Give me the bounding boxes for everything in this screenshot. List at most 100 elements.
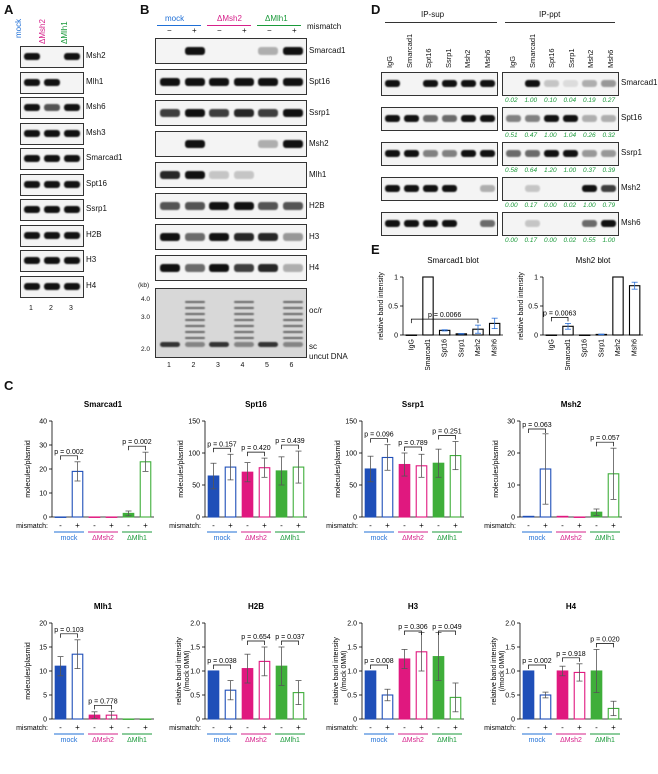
gel-size-tick: 3.0	[141, 314, 151, 321]
significance-bracket	[404, 446, 422, 451]
y-tick-label: 0	[353, 515, 357, 522]
quant-value: 0.47	[524, 132, 538, 139]
p-value: p = 0.0063	[543, 310, 576, 317]
y-axis-label: molecules/plasmid	[25, 642, 32, 700]
blot-band	[282, 109, 303, 117]
chart-title: Msh2 blot	[576, 256, 611, 265]
group-label-ip-sup: IP-sup	[421, 10, 445, 19]
genotype-label: ΔMlh1	[437, 535, 457, 542]
quant-value: 0.10	[544, 97, 557, 104]
p-value: p = 0.918	[556, 651, 585, 658]
blot-band	[44, 155, 60, 162]
gel-ladder-band	[233, 319, 254, 321]
genotype-label: mock	[214, 535, 231, 542]
quant-value: 0.37	[583, 167, 596, 174]
y-tick-label: 1.0	[505, 669, 515, 676]
mismatch-sign: +	[75, 521, 80, 530]
blot-band	[160, 171, 180, 179]
blot-band	[544, 150, 559, 157]
quant-value: 0.02	[563, 237, 577, 244]
genotype-label: ΔMlh1	[595, 737, 615, 744]
bar	[522, 515, 535, 518]
p-value: p = 0.306	[398, 624, 427, 631]
y-tick-label: 0	[394, 333, 398, 340]
genotype-label: ΔMsh2	[402, 535, 424, 542]
blot-band	[563, 115, 578, 122]
mismatch-sign: +	[262, 521, 267, 530]
significance-bracket	[550, 317, 569, 322]
lane-label: Smarcad1	[527, 33, 537, 68]
mismatch-sign: +	[109, 521, 114, 530]
quant-value: 1.04	[563, 132, 577, 139]
panel-c-letter: C	[4, 378, 14, 393]
gel-ladder-band	[233, 307, 254, 309]
x-category-label: Spt16	[442, 339, 449, 357]
mismatch-sign: -	[280, 521, 283, 530]
blot-row-label: H3	[309, 232, 320, 241]
genotype-label: mock	[61, 737, 78, 744]
western-blot-strip	[20, 71, 84, 94]
bar	[522, 670, 535, 720]
mismatch-sign: +	[75, 723, 80, 732]
blot-band	[24, 78, 40, 86]
blot-band	[64, 180, 80, 188]
western-blot-strip	[155, 162, 307, 188]
y-tick-label: 0.5	[190, 693, 200, 700]
blot-band	[282, 140, 303, 148]
gel-ladder-band	[184, 337, 205, 339]
blot-band	[442, 115, 457, 122]
mismatch-sign: +	[419, 521, 424, 530]
blot-band	[44, 206, 60, 213]
blot-row-label: H2B	[309, 201, 325, 210]
blot-band	[525, 185, 540, 192]
y-tick-label: 10	[39, 491, 47, 498]
gel-ladder-band	[184, 313, 205, 315]
mismatch-sign: -	[369, 521, 372, 530]
blot-band	[461, 115, 476, 122]
gel-ladder-band	[282, 319, 303, 321]
genotype-label: mock	[529, 535, 546, 542]
x-category-label: Msh2	[615, 339, 622, 356]
blot-band	[282, 233, 303, 241]
y-tick-label: 2.0	[505, 621, 515, 628]
bar	[422, 276, 434, 336]
significance-bracket	[438, 630, 456, 635]
chart-group: 0 0.5 1.0 1.5 2.0 relative band intensity (/mo…	[484, 602, 622, 744]
blot-band	[404, 220, 419, 227]
mismatch-sign: +	[385, 521, 390, 530]
gel-size-tick: 4.0	[141, 296, 151, 303]
y-tick-label: 0	[196, 515, 200, 522]
lane-label: Msh2	[463, 49, 472, 68]
y-tick-label: 0	[43, 515, 47, 522]
y-tick-label: 1.5	[190, 645, 200, 652]
p-value: p = 0.654	[241, 634, 270, 641]
chart-group: 0 10 20 30 molecules/plasmid Msh2 p = 0.063 p =…	[484, 400, 622, 542]
blot-band	[442, 185, 457, 192]
blot-row-label: H2B	[86, 229, 102, 239]
chart-group: 0 0.5 1 relative band intensity Smarcad1 blo…	[378, 256, 503, 370]
chart-group: 0 0.5 1 relative band intensity Msh2 blot IgG…	[518, 256, 643, 370]
panel-e-charts: 0 0.5 1 relative band intensity Smarcad1 blo…	[378, 256, 643, 370]
quant-value: 1.00	[563, 167, 577, 174]
blot-row-label: Spt16	[621, 113, 642, 122]
blot-row-label: Msh2	[621, 183, 641, 192]
genotype-underline	[257, 25, 301, 26]
blot-band	[423, 185, 438, 192]
blot-band	[442, 150, 457, 157]
y-tick-label: 0	[534, 333, 538, 340]
blot-band	[282, 47, 303, 55]
blot-band	[209, 171, 229, 179]
mismatch-sign: +	[577, 521, 582, 530]
mismatch-sign: -	[127, 521, 130, 530]
mismatch-sign: +	[292, 26, 297, 35]
chart-title: Msh2	[561, 400, 582, 409]
blot-band	[582, 220, 597, 227]
western-blot-strip	[20, 250, 84, 272]
significance-bracket	[128, 445, 146, 451]
p-value: p = 0.103	[54, 627, 83, 634]
quant-value: 1.00	[544, 132, 557, 139]
quant-value: 0.17	[524, 237, 538, 244]
quant-value: 0.39	[602, 167, 616, 174]
y-axis-label: molecules/plasmid	[25, 440, 32, 498]
blot-row-label: Msh2	[86, 51, 106, 60]
